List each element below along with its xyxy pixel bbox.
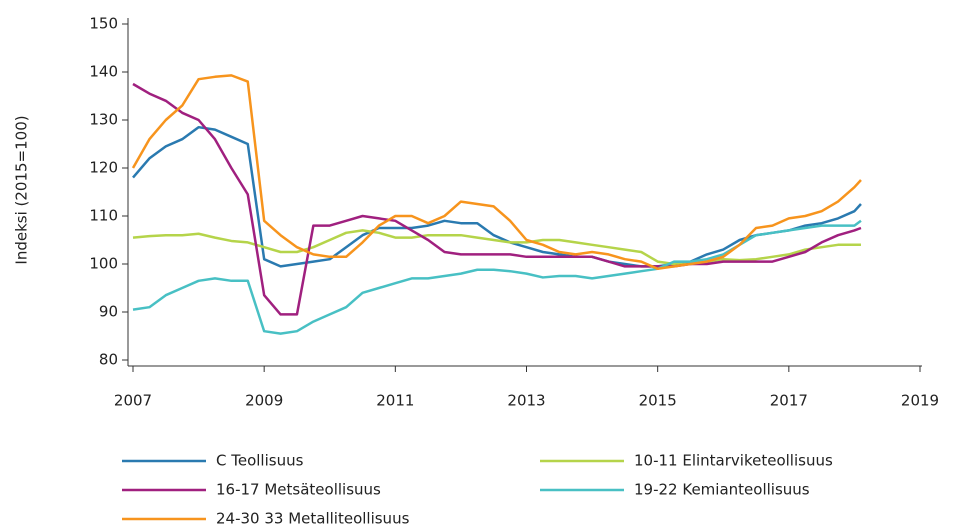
x-tick-label: 2009: [245, 392, 283, 410]
y-axis-label: Indeksi (2015=100): [13, 115, 31, 264]
y-tick-label: 120: [89, 159, 118, 177]
x-tick-label: 2015: [639, 392, 677, 410]
x-tick-label: 2007: [114, 392, 152, 410]
legend-label: C Teollisuus: [216, 452, 304, 470]
y-tick-label: 150: [89, 15, 118, 33]
legend-label: 16-17 Metsäteollisuus: [216, 481, 381, 499]
legend-label: 10-11 Elintarviketeollisuus: [634, 452, 833, 470]
x-tick-label: 2017: [770, 392, 808, 410]
y-tick-label: 90: [99, 303, 118, 321]
legend-label: 24-30 33 Metalliteollisuus: [216, 510, 410, 528]
series-line: [132, 219, 862, 335]
y-tick-label: 110: [89, 207, 118, 225]
x-tick-label: 2011: [376, 392, 414, 410]
y-tick-label: 100: [89, 255, 118, 273]
y-tick-label: 130: [89, 111, 118, 129]
x-tick-label: 2013: [507, 392, 545, 410]
legend-label: 19-22 Kemianteollisuus: [634, 481, 810, 499]
x-tick-label: 2019: [901, 392, 939, 410]
series-line: [132, 82, 862, 316]
series-line: [131, 74, 862, 271]
y-tick-label: 80: [99, 351, 118, 369]
series-line: [132, 125, 862, 268]
y-tick-label: 140: [89, 63, 118, 81]
